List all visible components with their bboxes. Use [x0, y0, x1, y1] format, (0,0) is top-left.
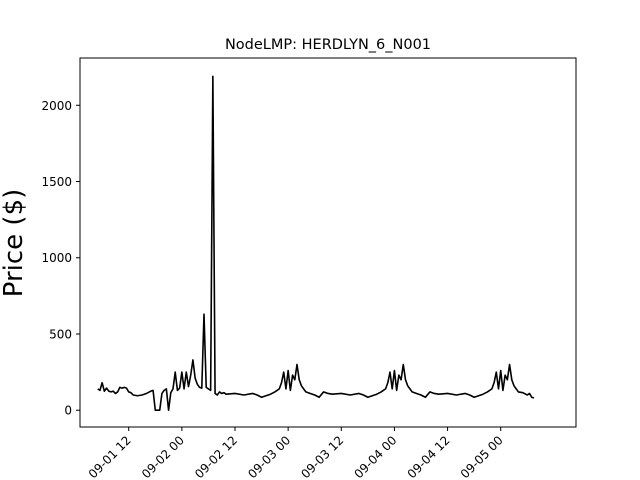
- y-axis: 0 500 1000 1500 2000: [41, 99, 80, 418]
- series-layer: [97, 75, 535, 412]
- y-tick-label: 1000: [41, 251, 72, 265]
- y-axis-label: Price ($): [0, 189, 29, 298]
- chart-title: NodeLMP: HERDLYN_6_N001: [225, 37, 431, 53]
- y-tick-label: 500: [49, 327, 72, 341]
- y-tick-label: 1500: [41, 175, 72, 189]
- series-line: [97, 75, 535, 412]
- y-tick-label: 0: [64, 404, 72, 418]
- y-tick-label: 2000: [41, 99, 72, 113]
- axes-frame: [79, 57, 577, 428]
